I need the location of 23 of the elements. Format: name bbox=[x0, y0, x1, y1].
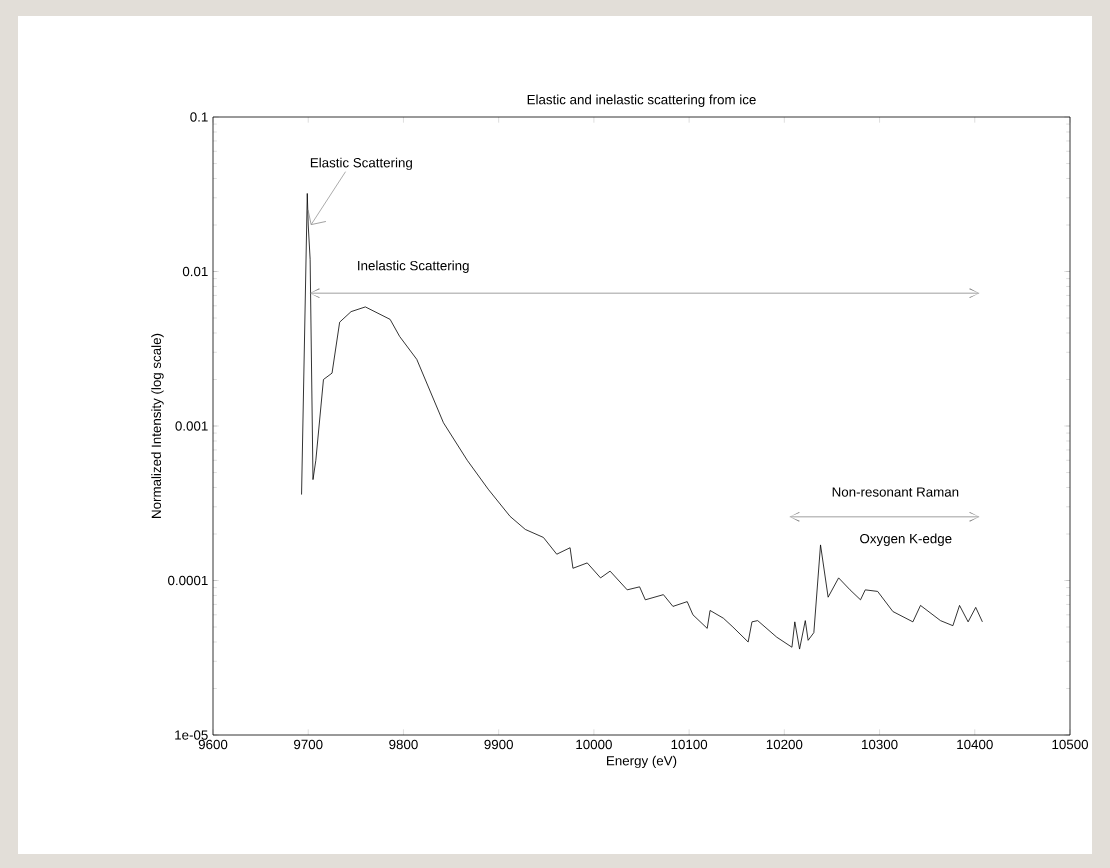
y-tick-label: 1e-05 bbox=[175, 730, 208, 740]
x-tick-label: 9900 bbox=[484, 739, 513, 750]
x-tick-label: 9800 bbox=[389, 739, 418, 750]
x-axis-title: Energy (eV) bbox=[607, 755, 677, 769]
chart-title: Elastic and inelastic scattering from ice bbox=[527, 94, 756, 107]
x-tick-label: 9700 bbox=[294, 739, 323, 750]
x-tick-label: 10300 bbox=[862, 739, 898, 750]
x-tick-label: 10400 bbox=[957, 739, 993, 750]
x-tick-label: 10100 bbox=[671, 739, 708, 750]
annotation: Oxygen K-edge bbox=[860, 533, 952, 546]
y-tick-label: 0.1 bbox=[190, 112, 208, 122]
y-axis-title: Normalized Intensity (log scale) bbox=[151, 333, 164, 518]
annotation: Elastic Scattering bbox=[310, 157, 412, 171]
x-tick-label: 10500 bbox=[1052, 739, 1089, 750]
line-series bbox=[301, 193, 983, 650]
annotation: Inelastic Scattering bbox=[358, 260, 469, 273]
x-tick-label: 10000 bbox=[576, 739, 612, 750]
x-tick-label: 10200 bbox=[766, 739, 803, 750]
y-tick-label: 0.01 bbox=[182, 266, 208, 277]
y-tick-label: 0.0001 bbox=[168, 575, 208, 586]
y-tick-label: 0.001 bbox=[175, 421, 208, 431]
x-tick-label: 9600 bbox=[198, 739, 228, 750]
annotation: Non-resonant Raman bbox=[832, 487, 959, 497]
